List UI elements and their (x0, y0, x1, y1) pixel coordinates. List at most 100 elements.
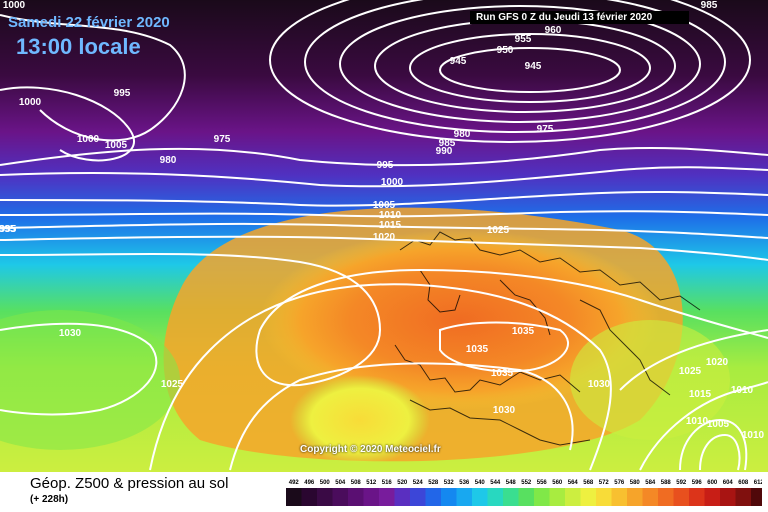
isobar-label: 945 (525, 61, 542, 72)
isobar-label: 1015 (379, 220, 402, 231)
isobar-label: 1020 (706, 357, 729, 368)
scale-tick-label: 512 (366, 480, 377, 486)
scale-tick-label: 608 (738, 480, 749, 486)
isobar-label: 995 (114, 88, 131, 99)
scale-swatch (580, 488, 596, 506)
scale-tick-label: 568 (583, 480, 594, 486)
scale-tick-label: 496 (304, 480, 315, 486)
forecast-local-time: 13:00 locale (16, 34, 141, 59)
scale-swatch (410, 488, 426, 506)
isobar-label: 955 (515, 34, 532, 45)
isobar-label: 1035 (512, 326, 535, 337)
scale-swatch (704, 488, 720, 506)
isobar-label: 980 (454, 129, 471, 140)
isobar-label: 985 (439, 138, 456, 149)
scale-tick-label: 540 (475, 480, 486, 486)
isobar-label: 975 (214, 134, 231, 145)
map-title: Géop. Z500 & pression au sol (30, 475, 229, 492)
scale-tick-label: 528 (428, 480, 439, 486)
forecast-date: Samedi 22 février 2020 (8, 14, 170, 31)
scale-swatch (363, 488, 379, 506)
forecast-lead-time: (+ 228h) (30, 494, 69, 505)
scale-tick-label: 592 (676, 480, 687, 486)
isobar-label: 1025 (679, 366, 702, 377)
scale-swatch (673, 488, 689, 506)
scale-tick-label: 544 (490, 480, 501, 486)
scale-swatch (487, 488, 503, 506)
scale-swatch (503, 488, 519, 506)
scale-tick-label: 580 (630, 480, 641, 486)
scale-swatch (720, 488, 736, 506)
isobar-label: 1035 (466, 344, 489, 355)
isobar-label: 1005 (105, 140, 128, 151)
scale-swatch (441, 488, 457, 506)
scale-swatch (301, 488, 317, 506)
scale-tick-label: 508 (351, 480, 362, 486)
isobar-label: 990 (436, 146, 453, 157)
scale-tick-label: 584 (645, 480, 656, 486)
scale-swatch (534, 488, 550, 506)
isobar-label: 1000 (77, 134, 100, 145)
isobar-label: 1020 (373, 232, 396, 243)
scale-tick-label: 556 (537, 480, 548, 486)
scale-swatch (379, 488, 395, 506)
isobar-label: 1035 (491, 368, 514, 379)
isobar-label: 1015 (689, 389, 712, 400)
scale-swatch (689, 488, 705, 506)
scale-tick-label: 524 (413, 480, 424, 486)
scale-swatch (596, 488, 612, 506)
scale-tick-label: 576 (614, 480, 625, 486)
isobar-label: 1005 (373, 200, 396, 211)
isobar-label: 975 (537, 124, 554, 135)
scale-tick-label: 500 (320, 480, 331, 486)
scale-tick-label: 588 (661, 480, 672, 486)
scale-swatch (425, 488, 441, 506)
copyright-notice: Copyright © 2020 Meteociel.fr (300, 444, 441, 455)
scale-tick-label: 520 (397, 480, 408, 486)
isobar-label: 985 (701, 0, 718, 11)
scale-swatch (611, 488, 627, 506)
scale-swatch (286, 488, 302, 506)
scale-swatch (394, 488, 410, 506)
isobar-label: 1030 (588, 379, 611, 390)
isobar-label: 1030 (59, 328, 82, 339)
scale-swatch (456, 488, 472, 506)
scale-swatch (751, 488, 762, 506)
isobar-label: 995 (0, 224, 16, 235)
isobar-label: 1005 (707, 419, 730, 430)
scale-swatch (627, 488, 643, 506)
scale-tick-label: 600 (707, 480, 718, 486)
scale-tick-label: 552 (521, 480, 532, 486)
isobar-label: 945 (450, 56, 467, 67)
model-run-label: Run GFS 0 Z du Jeudi 13 février 2020 (470, 11, 689, 24)
scale-tick-label: 536 (459, 480, 470, 486)
scale-swatch (642, 488, 658, 506)
scale-swatch (565, 488, 581, 506)
coastlines (394, 231, 701, 446)
scale-tick-label: 548 (506, 480, 517, 486)
scale-tick-label: 564 (568, 480, 579, 486)
isobar-label: 1000 (3, 0, 26, 11)
isobar-label: 1010 (379, 210, 402, 221)
isobar-label: 1025 (161, 379, 184, 390)
scale-tick-label: 560 (552, 480, 563, 486)
scale-swatch (472, 488, 488, 506)
scale-tick-label: 604 (723, 480, 734, 486)
scale-tick-label: 492 (289, 480, 300, 486)
scale-tick-label: 572 (599, 480, 610, 486)
scale-swatch (735, 488, 751, 506)
legend-footer: Géop. Z500 & pression au sol (+ 228h) 49… (0, 472, 768, 512)
scale-tick-label: 504 (335, 480, 346, 486)
scale-tick-label: 612 (754, 480, 762, 486)
scale-tick-label: 532 (444, 480, 455, 486)
isobar-label: 980 (160, 155, 177, 166)
scale-swatch (549, 488, 565, 506)
isobar-label: 960 (545, 25, 562, 36)
scale-swatch (332, 488, 348, 506)
weather-map: 1000 1000 995 1000 1005 975 980 995 955 … (0, 0, 768, 472)
scale-tick-label: 516 (382, 480, 393, 486)
isobar-label: 1010 (731, 385, 754, 396)
isobar-labels: 1000 1000 995 1000 1005 975 980 995 955 … (0, 0, 765, 441)
isobar-label: 950 (497, 45, 514, 56)
isobar-lines (0, 0, 768, 470)
